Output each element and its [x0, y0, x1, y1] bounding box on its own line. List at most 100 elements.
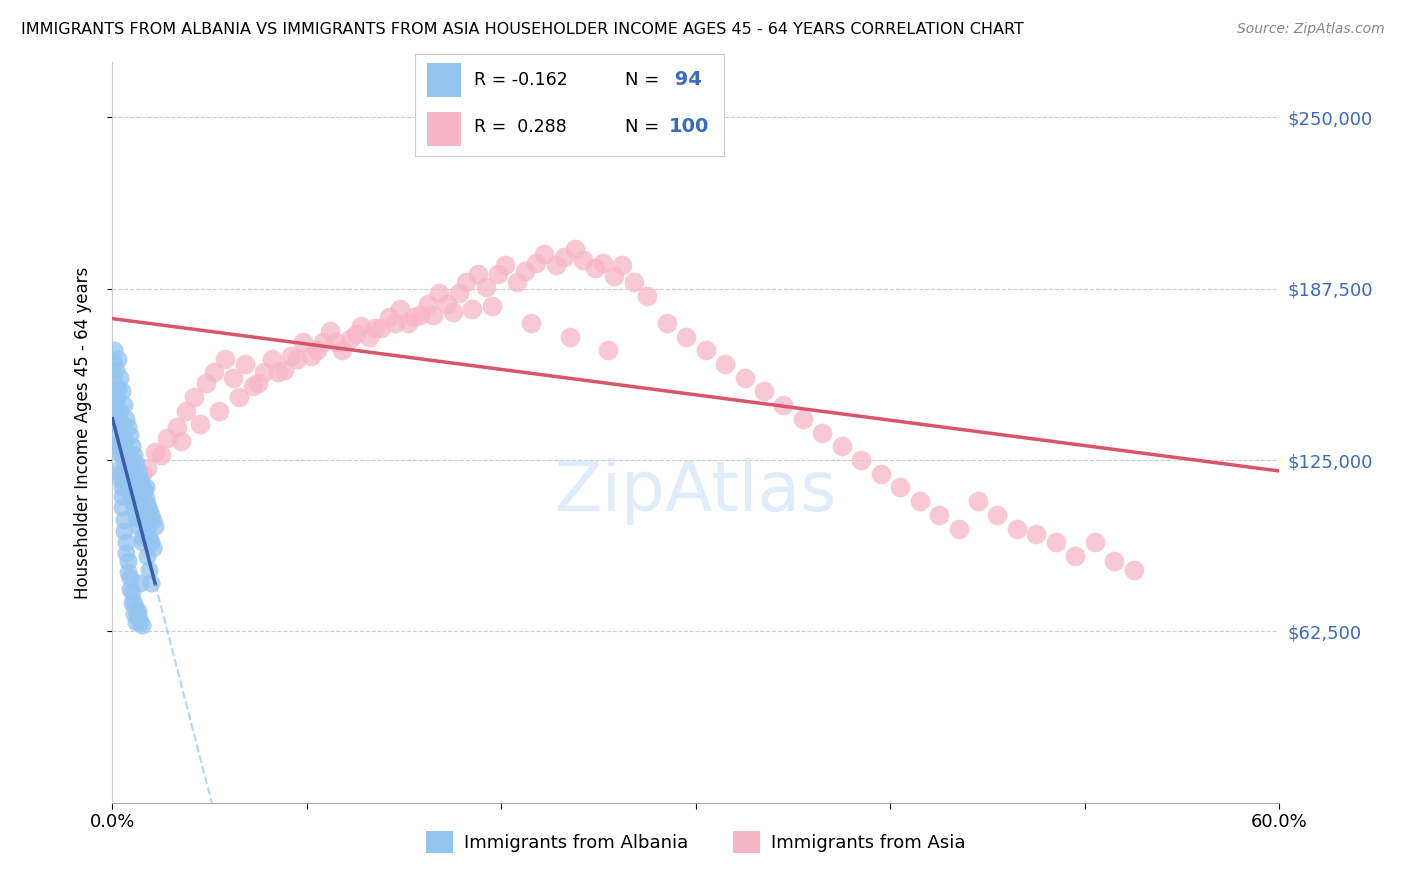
- Point: [456, 275, 478, 289]
- Point: [183, 390, 205, 404]
- Point: [166, 420, 188, 434]
- Point: [436, 297, 458, 311]
- Point: [772, 398, 794, 412]
- Point: [112, 513, 135, 527]
- Point: [141, 576, 163, 591]
- Text: Source: ZipAtlas.com: Source: ZipAtlas.com: [1237, 22, 1385, 37]
- Point: [592, 255, 614, 269]
- Point: [118, 571, 141, 585]
- Point: [986, 508, 1008, 522]
- Point: [107, 428, 129, 442]
- Point: [1102, 554, 1125, 568]
- Point: [447, 285, 470, 300]
- Point: [115, 546, 138, 560]
- Point: [402, 310, 425, 325]
- Point: [481, 300, 503, 314]
- Text: R =  0.288: R = 0.288: [474, 118, 567, 136]
- Point: [105, 417, 128, 432]
- Point: [127, 491, 149, 506]
- Point: [142, 513, 165, 527]
- Point: [136, 549, 159, 563]
- Point: [869, 467, 891, 481]
- Point: [110, 472, 132, 486]
- Point: [112, 431, 135, 445]
- Point: [118, 489, 141, 503]
- Point: [558, 329, 581, 343]
- Point: [533, 247, 555, 261]
- Point: [103, 398, 125, 412]
- Point: [851, 453, 873, 467]
- Point: [889, 480, 911, 494]
- Point: [1005, 522, 1028, 536]
- Point: [121, 467, 143, 481]
- Point: [247, 376, 270, 391]
- Point: [107, 439, 129, 453]
- Point: [1084, 535, 1107, 549]
- Point: [948, 522, 970, 536]
- Point: [105, 390, 128, 404]
- Point: [156, 431, 179, 445]
- Point: [135, 516, 157, 530]
- Point: [125, 510, 148, 524]
- Point: [118, 428, 141, 442]
- Point: [1025, 527, 1047, 541]
- Point: [305, 343, 328, 358]
- Point: [273, 362, 295, 376]
- Point: [111, 489, 134, 503]
- Point: [475, 280, 498, 294]
- Text: R = -0.162: R = -0.162: [474, 70, 567, 88]
- Point: [115, 535, 138, 549]
- Text: N =: N =: [626, 118, 665, 136]
- Point: [325, 335, 347, 350]
- Y-axis label: Householder Income Ages 45 - 64 years: Householder Income Ages 45 - 64 years: [73, 267, 91, 599]
- Point: [141, 508, 163, 522]
- Point: [122, 475, 145, 489]
- Point: [208, 403, 231, 417]
- Point: [188, 417, 211, 432]
- Point: [127, 604, 149, 618]
- Point: [427, 285, 450, 300]
- Point: [125, 604, 148, 618]
- Point: [125, 456, 148, 470]
- Point: [125, 483, 148, 498]
- Point: [506, 275, 529, 289]
- Point: [138, 530, 160, 544]
- Point: [107, 445, 129, 459]
- Point: [494, 258, 516, 272]
- Point: [110, 403, 132, 417]
- Point: [121, 439, 143, 453]
- Point: [105, 392, 128, 407]
- Point: [127, 609, 149, 624]
- Point: [292, 335, 315, 350]
- Point: [350, 318, 373, 333]
- Point: [330, 343, 353, 358]
- Point: [299, 349, 322, 363]
- Text: 100: 100: [668, 118, 709, 136]
- Point: [118, 458, 141, 473]
- Point: [117, 554, 139, 568]
- Point: [409, 308, 432, 322]
- Point: [344, 326, 367, 341]
- Point: [110, 467, 132, 481]
- Point: [128, 615, 150, 629]
- Point: [141, 535, 163, 549]
- Text: N =: N =: [626, 70, 665, 88]
- Point: [610, 258, 633, 272]
- Bar: [427, 112, 461, 145]
- Point: [128, 576, 150, 591]
- Point: [967, 494, 990, 508]
- Text: ZipAtlas: ZipAtlas: [555, 458, 837, 525]
- Point: [127, 464, 149, 478]
- Point: [107, 351, 129, 366]
- Point: [311, 335, 333, 350]
- Point: [118, 582, 141, 596]
- Text: 94: 94: [668, 70, 702, 89]
- Point: [121, 494, 143, 508]
- Point: [121, 584, 143, 599]
- Point: [734, 371, 756, 385]
- Point: [603, 269, 626, 284]
- Point: [136, 522, 159, 536]
- Point: [389, 302, 412, 317]
- Point: [228, 390, 250, 404]
- Text: IMMIGRANTS FROM ALBANIA VS IMMIGRANTS FROM ASIA HOUSEHOLDER INCOME AGES 45 - 64 : IMMIGRANTS FROM ALBANIA VS IMMIGRANTS FR…: [21, 22, 1024, 37]
